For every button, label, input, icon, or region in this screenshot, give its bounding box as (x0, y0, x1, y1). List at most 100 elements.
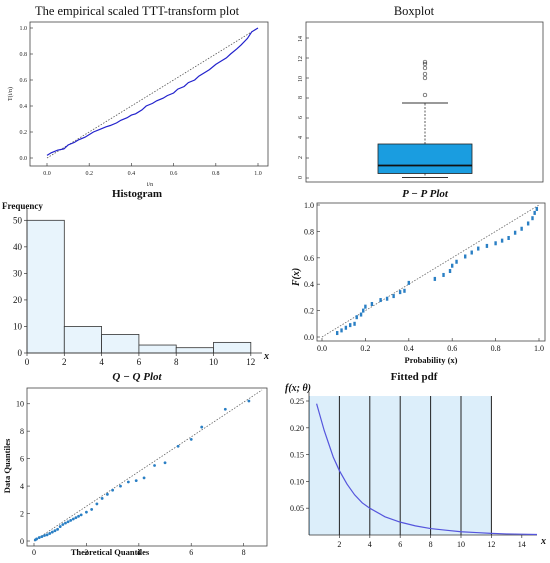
box-iqr (377, 143, 473, 174)
qq-plot-panel: Q − Q Plot Data Quantiles Theoretical Qu… (0, 368, 275, 558)
pp-point (403, 288, 406, 293)
pp-point (359, 312, 363, 317)
pp-point (470, 250, 473, 255)
qq-point (35, 537, 39, 541)
pp-x-tick-label: 0.4 (404, 344, 414, 353)
pp-y-tick-label: 1.0 (304, 201, 314, 210)
ttt-x-tick-label: 0.2 (85, 171, 93, 177)
histogram-x-tick-label: 8 (174, 357, 179, 367)
ttt-y-tick-label: 1.0 (20, 26, 28, 32)
pdf-histogram-bar (369, 396, 401, 535)
pdf-x-tick-label: 2 (337, 540, 341, 549)
pp-ylabel: F(x) (291, 268, 302, 287)
pp-point (485, 243, 489, 248)
pp-x-tick-label: 0.2 (360, 344, 370, 353)
pp-y-tick-label: 0.4 (304, 280, 314, 289)
qq-point (134, 479, 138, 482)
pp-point (507, 236, 510, 240)
pp-point (344, 325, 348, 330)
qq-point (90, 508, 94, 511)
ttt-title: The empirical scaled TTT-transform plot (35, 4, 240, 18)
qq-point (223, 407, 227, 411)
qq-point (126, 480, 130, 484)
pdf-x-tick-label: 10 (457, 540, 465, 549)
ttt-plot-panel: The empirical scaled TTT-transform plot … (0, 0, 275, 190)
ttt-y-tick-label: 0.0 (20, 156, 28, 162)
box-y-tick-label: 12 (298, 56, 304, 62)
histogram-x-tick-label: 0 (25, 357, 30, 367)
pp-point (407, 280, 410, 285)
pp-point (340, 328, 343, 333)
pp-point (370, 302, 374, 306)
histogram-y-tick-label: 30 (13, 268, 23, 278)
pp-point (451, 263, 454, 268)
boxplot: Boxplot 0 2 4 6 8 10 12 14 (298, 4, 544, 183)
pdf-x-tick-label: 4 (368, 540, 372, 549)
boxplot-title: Boxplot (394, 4, 435, 18)
histogram-bar (213, 341, 252, 354)
pdf-y-tick-label: 0.05 (290, 504, 304, 513)
qq-x-tick-label: 6 (189, 548, 193, 557)
qq-point (79, 513, 83, 517)
qq-point (142, 476, 146, 480)
qq-point (48, 532, 52, 535)
box-y-tick-label: 10 (298, 76, 304, 82)
pp-point (513, 230, 517, 235)
pp-point (442, 272, 445, 277)
qq-x-tick-label: 2 (84, 548, 88, 557)
pp-point (379, 298, 382, 303)
ttt-y-tick-label: 0.6 (20, 78, 28, 84)
pp-y-tick-label: 0.8 (304, 227, 314, 236)
qq-point (50, 530, 54, 534)
qq-point (119, 484, 122, 488)
box-y-tick-label: 4 (298, 136, 304, 139)
pp-x-tick-label: 0.6 (447, 344, 457, 353)
pdf-x-tick-label: 8 (429, 540, 433, 549)
qq-point (77, 514, 80, 518)
pdf-y-tick-label: 0.25 (290, 397, 304, 406)
pp-plot-panel: P − P Plot F(x) Probability (x) 0.0 0.2 0.… (275, 185, 550, 368)
ttt-y-tick-label: 0.2 (20, 130, 28, 136)
pdf-histogram-bar (309, 396, 340, 535)
qq-point (163, 461, 167, 465)
histogram-xlabel: x (263, 351, 269, 362)
ttt-ylabel: T(i/n) (7, 87, 14, 101)
qq-x-tick-label: 4 (137, 548, 141, 557)
qq-point (111, 488, 115, 492)
boxplot-panel: Boxplot 0 2 4 6 8 10 12 14 (275, 0, 550, 190)
qq-plot-frame (26, 387, 268, 547)
ttt-x-tick-label: 0.6 (170, 171, 178, 177)
pdf-fitted-curve (316, 403, 538, 536)
box-outlier-point (422, 71, 428, 77)
histogram-y-tick-label: 0 (18, 348, 23, 358)
qq-plot: Q − Q Plot Data Quantiles Theoretical Qu… (2, 371, 268, 557)
qq-point (85, 510, 88, 514)
qq-point (100, 497, 104, 500)
qq-y-tick-label: 4 (20, 482, 24, 491)
pp-point (392, 294, 395, 299)
pp-point (355, 315, 358, 320)
pp-title: P − P Plot (402, 188, 449, 200)
pp-y-tick-label: 0.0 (304, 333, 314, 342)
pp-reference-diagonal (321, 204, 540, 338)
box-y-tick-label: 0 (298, 176, 304, 179)
pdf-y-tick-label: 0.20 (290, 424, 304, 433)
pdf-xlabel: x (540, 536, 546, 547)
box-outlier-point (422, 92, 428, 98)
ttt-x-tick-label: 0.0 (43, 171, 51, 177)
histogram-x-tick-label: 2 (62, 357, 67, 367)
ttt-curve (46, 27, 259, 156)
ttt-y-tick-label: 0.4 (20, 104, 28, 110)
box-outlier-point (422, 65, 428, 71)
qq-point (71, 517, 75, 521)
histogram-title: Histogram (112, 188, 162, 200)
qq-point (189, 438, 193, 441)
box-y-tick-label: 2 (298, 156, 304, 159)
pp-point (364, 304, 367, 309)
qq-reference-line (33, 389, 263, 542)
histogram-x-tick-label: 4 (99, 357, 104, 367)
pp-point (477, 246, 480, 251)
pp-point (433, 276, 437, 281)
pp-y-tick-label: 0.2 (304, 307, 314, 316)
histogram-bar (26, 219, 65, 354)
